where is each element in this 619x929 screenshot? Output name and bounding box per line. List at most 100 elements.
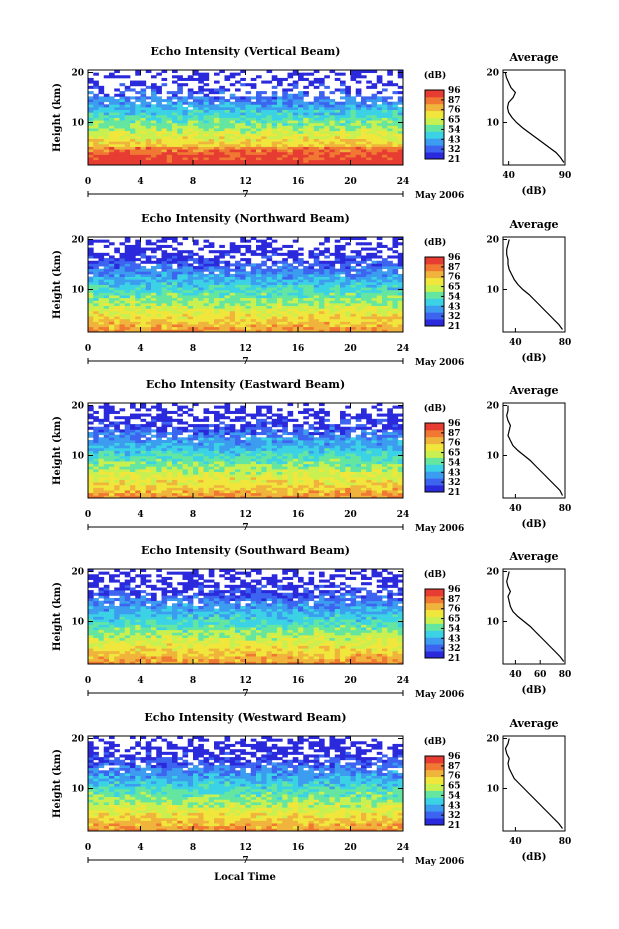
- heatmap-cell: [193, 258, 199, 262]
- heatmap-cell: [240, 321, 246, 325]
- heatmap-cell: [193, 120, 199, 124]
- heatmap-cell: [308, 461, 315, 465]
- heatmap-cell: [250, 313, 257, 317]
- heatmap-cell: [387, 143, 393, 147]
- heatmap-cell: [376, 308, 383, 312]
- heatmap-cell: [161, 143, 168, 147]
- heatmap-cell: [382, 88, 388, 92]
- heatmap-cell: [193, 318, 199, 322]
- heatmap-cell: [303, 93, 309, 97]
- heatmap-cell: [240, 154, 246, 158]
- heatmap-cell: [98, 146, 105, 150]
- heatmap-cell: [156, 133, 162, 137]
- heatmap-cell: [130, 128, 136, 132]
- heatmap-cell: [187, 482, 194, 486]
- heatmap-cell: [245, 279, 252, 283]
- heatmap-cell: [103, 268, 110, 272]
- heatmap-cell: [187, 266, 194, 270]
- heatmap-cell: [392, 476, 399, 480]
- heatmap-cell: [151, 487, 157, 491]
- heatmap-cell: [308, 316, 315, 320]
- heatmap-cell: [371, 128, 378, 132]
- heatmap-cell: [224, 471, 231, 475]
- heatmap-cell: [182, 120, 189, 124]
- heatmap-cell: [250, 471, 257, 475]
- heatmap-cell: [166, 138, 173, 142]
- heatmap-cell: [366, 268, 372, 272]
- heatmap-cell: [350, 458, 357, 462]
- heatmap-cell: [240, 125, 246, 129]
- heatmap-cell: [203, 292, 210, 296]
- heatmap-cell: [345, 310, 351, 314]
- heatmap-cell: [350, 117, 357, 121]
- heatmap-cell: [397, 305, 404, 309]
- heatmap-cell: [313, 133, 320, 137]
- heatmap-cell: [392, 484, 399, 488]
- heatmap-cell: [151, 112, 157, 116]
- heatmap-cell: [208, 284, 215, 288]
- heatmap-cell: [376, 260, 383, 264]
- heatmap-cell: [177, 329, 183, 333]
- heatmap-cell: [319, 252, 325, 256]
- heatmap-cell: [219, 484, 225, 488]
- heatmap-cell: [277, 487, 283, 491]
- heatmap-cell: [350, 326, 357, 330]
- heatmap-cell: [329, 447, 336, 451]
- heatmap-cell: [340, 138, 346, 142]
- heatmap-cell: [245, 482, 252, 486]
- heatmap-cell: [224, 104, 231, 108]
- heatmap-cell: [198, 474, 204, 478]
- heatmap-cell: [277, 492, 283, 496]
- heatmap-cell: [177, 455, 183, 459]
- heatmap-cell: [340, 329, 346, 333]
- heatmap-cell: [329, 468, 336, 473]
- heatmap-cell: [287, 75, 294, 79]
- heatmap-cell: [172, 474, 178, 478]
- heatmap-cell: [109, 271, 115, 275]
- heatmap-cell: [261, 297, 267, 301]
- heatmap-cell: [345, 255, 351, 259]
- heatmap-cell: [235, 466, 241, 470]
- heatmap-cell: [193, 313, 199, 317]
- heatmap-cell: [382, 271, 388, 275]
- heatmap-cell: [145, 300, 152, 304]
- heatmap-cell: [187, 479, 194, 483]
- heatmap-cell: [266, 80, 273, 84]
- heatmap-cell: [371, 461, 378, 465]
- heatmap-cell: [135, 70, 141, 74]
- heatmap-cell: [292, 310, 299, 314]
- heatmap-cell: [313, 77, 320, 81]
- heatmap-cell: [334, 77, 341, 81]
- heatmap-cell: [140, 292, 147, 296]
- heatmap-cell: [114, 162, 120, 166]
- heatmap-cell: [103, 93, 110, 97]
- heatmap-cell: [114, 159, 120, 163]
- heatmap-cell: [208, 135, 215, 140]
- heatmap-cell: [198, 114, 204, 118]
- heatmap-cell: [114, 273, 120, 277]
- heatmap-cell: [172, 453, 178, 457]
- heatmap-cell: [261, 455, 267, 459]
- heatmap-cell: [245, 324, 252, 328]
- heatmap-cell: [308, 106, 315, 110]
- heatmap-cell: [392, 91, 399, 95]
- heatmap-cell: [324, 149, 330, 153]
- heatmap-cell: [350, 445, 357, 449]
- heatmap-cell: [130, 289, 136, 293]
- heatmap-cell: [340, 324, 346, 328]
- heatmap-cell: [172, 157, 178, 161]
- heatmap-cell: [135, 244, 141, 248]
- heatmap-cell: [198, 162, 204, 166]
- heatmap-cell: [88, 239, 94, 243]
- heatmap-cell: [182, 455, 189, 459]
- heatmap-cell: [235, 445, 241, 449]
- heatmap-cell: [387, 287, 393, 291]
- heatmap-cell: [203, 125, 210, 129]
- heatmap-cell: [130, 112, 136, 116]
- heatmap-cell: [292, 289, 299, 293]
- heatmap-cell: [329, 122, 336, 126]
- heatmap-cell: [361, 324, 367, 328]
- heatmap-cell: [140, 279, 147, 283]
- heatmap-cell: [371, 495, 378, 499]
- heatmap-cell: [140, 490, 147, 494]
